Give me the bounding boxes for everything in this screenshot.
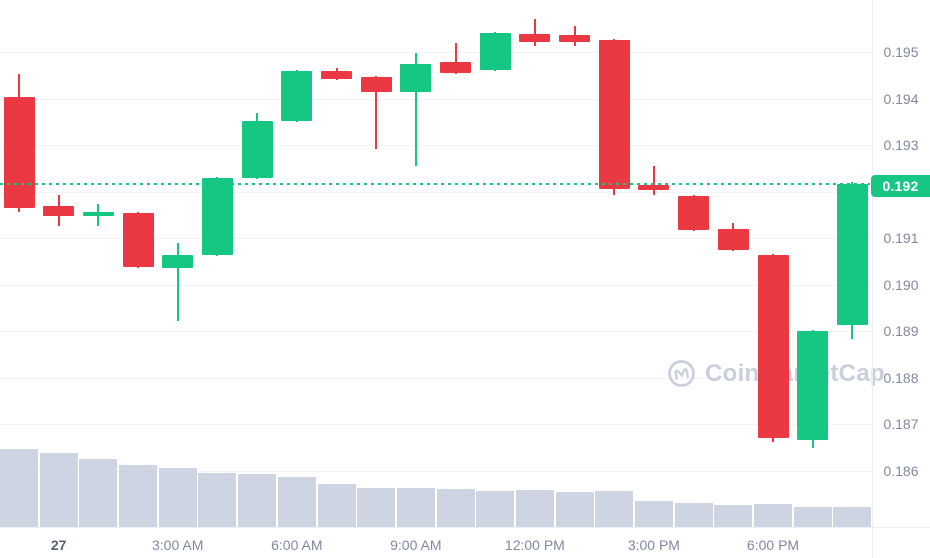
current-price-line <box>0 183 870 186</box>
volume-bar[interactable] <box>436 489 475 527</box>
time-axis-label: 27 <box>50 537 67 553</box>
candle-wick[interactable] <box>176 243 179 321</box>
time-axis-separator <box>0 527 930 528</box>
candlestick[interactable] <box>598 39 630 190</box>
volume-bar[interactable] <box>0 449 38 527</box>
current-price-badge: 0.192 <box>871 175 930 198</box>
volume-bar[interactable] <box>277 477 316 527</box>
candlestick[interactable] <box>241 120 273 178</box>
volume-bar[interactable] <box>555 492 594 527</box>
price-gridline <box>0 331 872 332</box>
candlestick[interactable] <box>360 77 392 92</box>
price-axis-label: 0.187 <box>883 416 919 432</box>
volume-bar[interactable] <box>39 453 78 527</box>
volume-bar[interactable] <box>396 488 435 527</box>
volume-bar[interactable] <box>79 459 118 527</box>
candlestick[interactable] <box>281 71 313 121</box>
price-gridline <box>0 191 872 193</box>
price-gridline <box>0 52 872 53</box>
price-axis-label: 0.188 <box>883 369 919 386</box>
price-axis-label: 0.193 <box>883 137 919 153</box>
volume-bar[interactable] <box>198 473 237 527</box>
candlestick[interactable] <box>638 185 670 191</box>
candlestick[interactable] <box>162 255 194 268</box>
coinmarketcap-logo-icon <box>667 359 696 388</box>
volume-bar[interactable] <box>793 507 832 527</box>
volume-bar[interactable] <box>476 491 515 527</box>
candlestick[interactable] <box>43 205 75 217</box>
price-axis-label: 0.191 <box>883 230 919 246</box>
price-gridline <box>0 145 872 146</box>
candlestick[interactable] <box>559 34 590 42</box>
volume-bar[interactable] <box>317 484 356 527</box>
price-axis-label: 0.195 <box>883 44 919 60</box>
volume-bar[interactable] <box>634 501 673 527</box>
time-axis-label: 3:00 AM <box>152 537 204 553</box>
candle-wick[interactable] <box>375 76 378 150</box>
candlestick[interactable] <box>440 61 471 73</box>
time-axis-label: 12:00 PM <box>504 537 565 553</box>
volume-bar[interactable] <box>833 507 872 527</box>
price-gridline <box>0 98 872 100</box>
candlestick[interactable] <box>678 196 710 231</box>
volume-bar[interactable] <box>754 504 792 527</box>
price-axis-label: 0.190 <box>883 276 919 293</box>
volume-bar[interactable] <box>357 488 396 527</box>
candlestick[interactable] <box>201 178 233 256</box>
price-axis-separator <box>872 0 873 558</box>
price-axis-label: 0.189 <box>883 323 919 339</box>
candlestick[interactable] <box>519 33 551 42</box>
candlestick[interactable] <box>479 32 511 71</box>
price-gridline <box>0 377 872 379</box>
candlestick[interactable] <box>3 97 35 208</box>
time-axis-label: 3:00 PM <box>627 537 680 553</box>
volume-bar[interactable] <box>515 490 554 527</box>
candle-wick[interactable] <box>652 165 655 195</box>
candlestick[interactable] <box>717 229 749 251</box>
price-gridline <box>0 424 872 425</box>
time-axis-label: 6:00 AM <box>271 537 323 553</box>
candle-wick[interactable] <box>533 19 536 46</box>
price-axis-label: 0.186 <box>883 462 919 479</box>
candlestick[interactable] <box>836 184 868 325</box>
candlestick[interactable] <box>82 212 114 217</box>
time-axis-label: 9:00 AM <box>390 537 442 553</box>
price-gridline <box>0 238 872 239</box>
price-axis-label: 0.194 <box>883 90 919 107</box>
candlestick[interactable] <box>757 254 789 438</box>
volume-bar[interactable] <box>158 468 197 527</box>
volume-bar[interactable] <box>119 465 157 527</box>
watermark-text: CoinMarketCap <box>705 359 885 387</box>
volume-bar[interactable] <box>714 505 753 527</box>
volume-bar[interactable] <box>238 474 277 527</box>
candlestick[interactable] <box>400 64 432 92</box>
time-axis-label: 6:00 PM <box>746 537 800 553</box>
coinmarketcap-watermark: CoinMarketCap <box>667 359 885 388</box>
candlestick[interactable] <box>122 212 154 267</box>
price-gridline <box>0 470 872 472</box>
volume-bar[interactable] <box>674 503 713 527</box>
price-gridline <box>0 284 872 286</box>
candlestick[interactable] <box>797 331 829 440</box>
volume-bar[interactable] <box>595 491 634 527</box>
candle-wick[interactable] <box>454 43 457 74</box>
candle-wick[interactable] <box>414 52 417 166</box>
candlestick[interactable] <box>321 71 352 79</box>
